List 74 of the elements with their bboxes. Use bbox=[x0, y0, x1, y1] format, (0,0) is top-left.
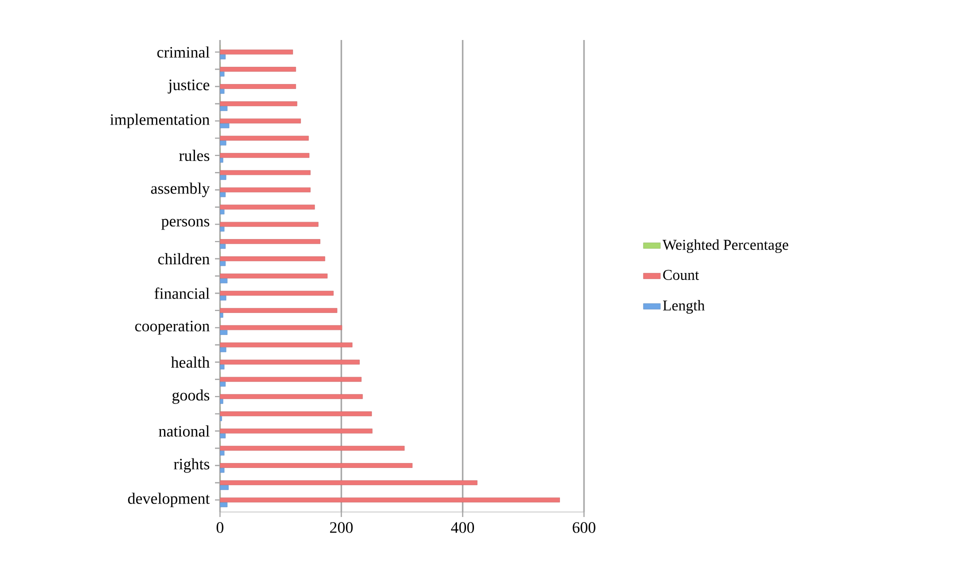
bar bbox=[220, 428, 372, 434]
x-tick-label: 0 bbox=[216, 522, 224, 533]
y-tick-label: development bbox=[128, 492, 210, 508]
bar bbox=[220, 360, 360, 365]
bar bbox=[220, 158, 224, 163]
bar bbox=[220, 278, 228, 284]
bar bbox=[220, 210, 224, 214]
bar bbox=[220, 450, 224, 456]
legend-label: Length bbox=[662, 300, 705, 314]
bar bbox=[220, 468, 224, 473]
bar bbox=[220, 239, 320, 244]
y-tick-label: goods bbox=[172, 389, 210, 404]
bar bbox=[220, 290, 334, 296]
bar bbox=[220, 153, 310, 158]
y-tick-label: health bbox=[171, 356, 210, 368]
bar bbox=[220, 192, 226, 198]
bar bbox=[220, 325, 342, 330]
bar bbox=[220, 88, 224, 94]
bar bbox=[220, 411, 372, 416]
bar bbox=[220, 170, 311, 176]
y-tick-label: national bbox=[158, 425, 210, 437]
y-tick-label: implementation bbox=[110, 114, 210, 128]
bar bbox=[220, 296, 226, 300]
bar bbox=[220, 244, 226, 249]
legend-label: Count bbox=[663, 270, 699, 280]
bar bbox=[220, 50, 293, 54]
bar bbox=[220, 140, 226, 146]
x-tick-label: 600 bbox=[572, 522, 596, 533]
y-tick-label: financial bbox=[154, 288, 210, 299]
y-tick-label: assembly bbox=[151, 182, 210, 198]
bar bbox=[220, 308, 338, 313]
bar bbox=[220, 394, 363, 399]
bar bbox=[220, 342, 352, 348]
y-tick-label: criminal bbox=[157, 46, 210, 58]
bar bbox=[220, 123, 230, 128]
bar bbox=[220, 175, 226, 180]
bar bbox=[220, 118, 301, 124]
bar bbox=[220, 485, 229, 490]
bar bbox=[220, 347, 226, 352]
bar bbox=[220, 463, 412, 468]
y-tick-label: persons bbox=[161, 218, 210, 230]
bar bbox=[220, 446, 405, 451]
bar bbox=[220, 106, 228, 111]
bar bbox=[220, 502, 228, 508]
bar bbox=[220, 330, 228, 335]
bar bbox=[220, 256, 326, 262]
bar bbox=[220, 72, 224, 76]
bar bbox=[220, 204, 315, 210]
bar bbox=[220, 498, 560, 502]
y-tick-label: rights bbox=[174, 458, 210, 473]
bar bbox=[220, 101, 298, 106]
x-tick-label: 200 bbox=[330, 522, 353, 533]
legend-label: Weighted Percentage bbox=[662, 239, 788, 253]
bar bbox=[220, 364, 224, 370]
bar bbox=[220, 226, 224, 232]
bar bbox=[220, 480, 478, 486]
bar bbox=[220, 187, 311, 192]
bar bbox=[220, 54, 226, 60]
bar bbox=[220, 84, 296, 89]
bar bbox=[220, 66, 296, 72]
bar bbox=[220, 222, 318, 227]
bar bbox=[220, 136, 309, 141]
bar bbox=[220, 433, 226, 438]
y-tick-label: justice bbox=[168, 80, 210, 94]
bar bbox=[220, 261, 226, 266]
bar bbox=[220, 376, 362, 382]
bar bbox=[220, 382, 226, 387]
bar bbox=[220, 399, 224, 404]
bar bbox=[220, 274, 328, 278]
x-tick-label: 400 bbox=[451, 522, 474, 533]
y-tick-label: rules bbox=[179, 150, 210, 162]
y-tick-label: children bbox=[158, 253, 210, 264]
y-tick-label: cooperation bbox=[135, 320, 210, 335]
bar bbox=[220, 312, 224, 318]
